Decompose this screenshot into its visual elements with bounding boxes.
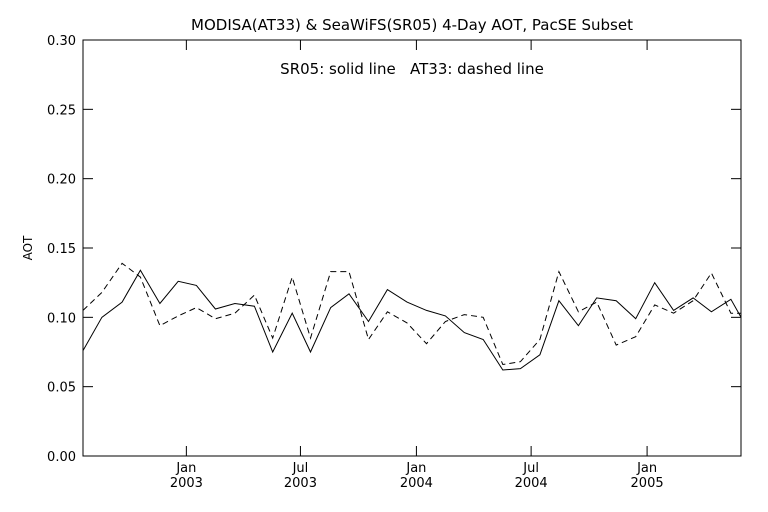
x-tick-label-month: Jul [522, 461, 539, 476]
x-tick-label-year: 2004 [515, 476, 548, 491]
plot-frame [82, 39, 742, 457]
x-tick-label-month: Jan [405, 461, 426, 476]
x-tick-label-year: 2003 [284, 476, 317, 491]
x-tick-label-year: 2004 [400, 476, 433, 491]
y-tick-label: 0.30 [47, 34, 76, 49]
line-style-annotation: SR05: solid line AT33: dashed line [280, 60, 544, 78]
chart-title: MODISA(AT33) & SeaWiFS(SR05) 4-Day AOT, … [191, 16, 633, 34]
x-tick-label-month: Jan [636, 461, 657, 476]
series-line-sr05 [82, 269, 742, 371]
y-axis-label: AOT [21, 235, 35, 260]
y-axis: 0.00 0.05 0.10 0.15 0.20 0.25 0.30 [47, 34, 741, 465]
series-group [82, 262, 742, 371]
y-tick-label: 0.10 [47, 311, 76, 326]
y-tick-label: 0.25 [47, 103, 76, 118]
y-tick-label: 0.15 [47, 242, 76, 257]
x-tick-label-month: Jan [175, 461, 196, 476]
x-tick-label-year: 2005 [631, 476, 664, 491]
x-tick-label-year: 2003 [170, 476, 203, 491]
y-tick-label: 0.05 [47, 381, 76, 396]
x-tick-label-month: Jul [292, 461, 309, 476]
y-tick-label: 0.00 [47, 450, 76, 465]
y-tick-label: 0.20 [47, 173, 76, 188]
series-line-at33 [82, 262, 741, 366]
